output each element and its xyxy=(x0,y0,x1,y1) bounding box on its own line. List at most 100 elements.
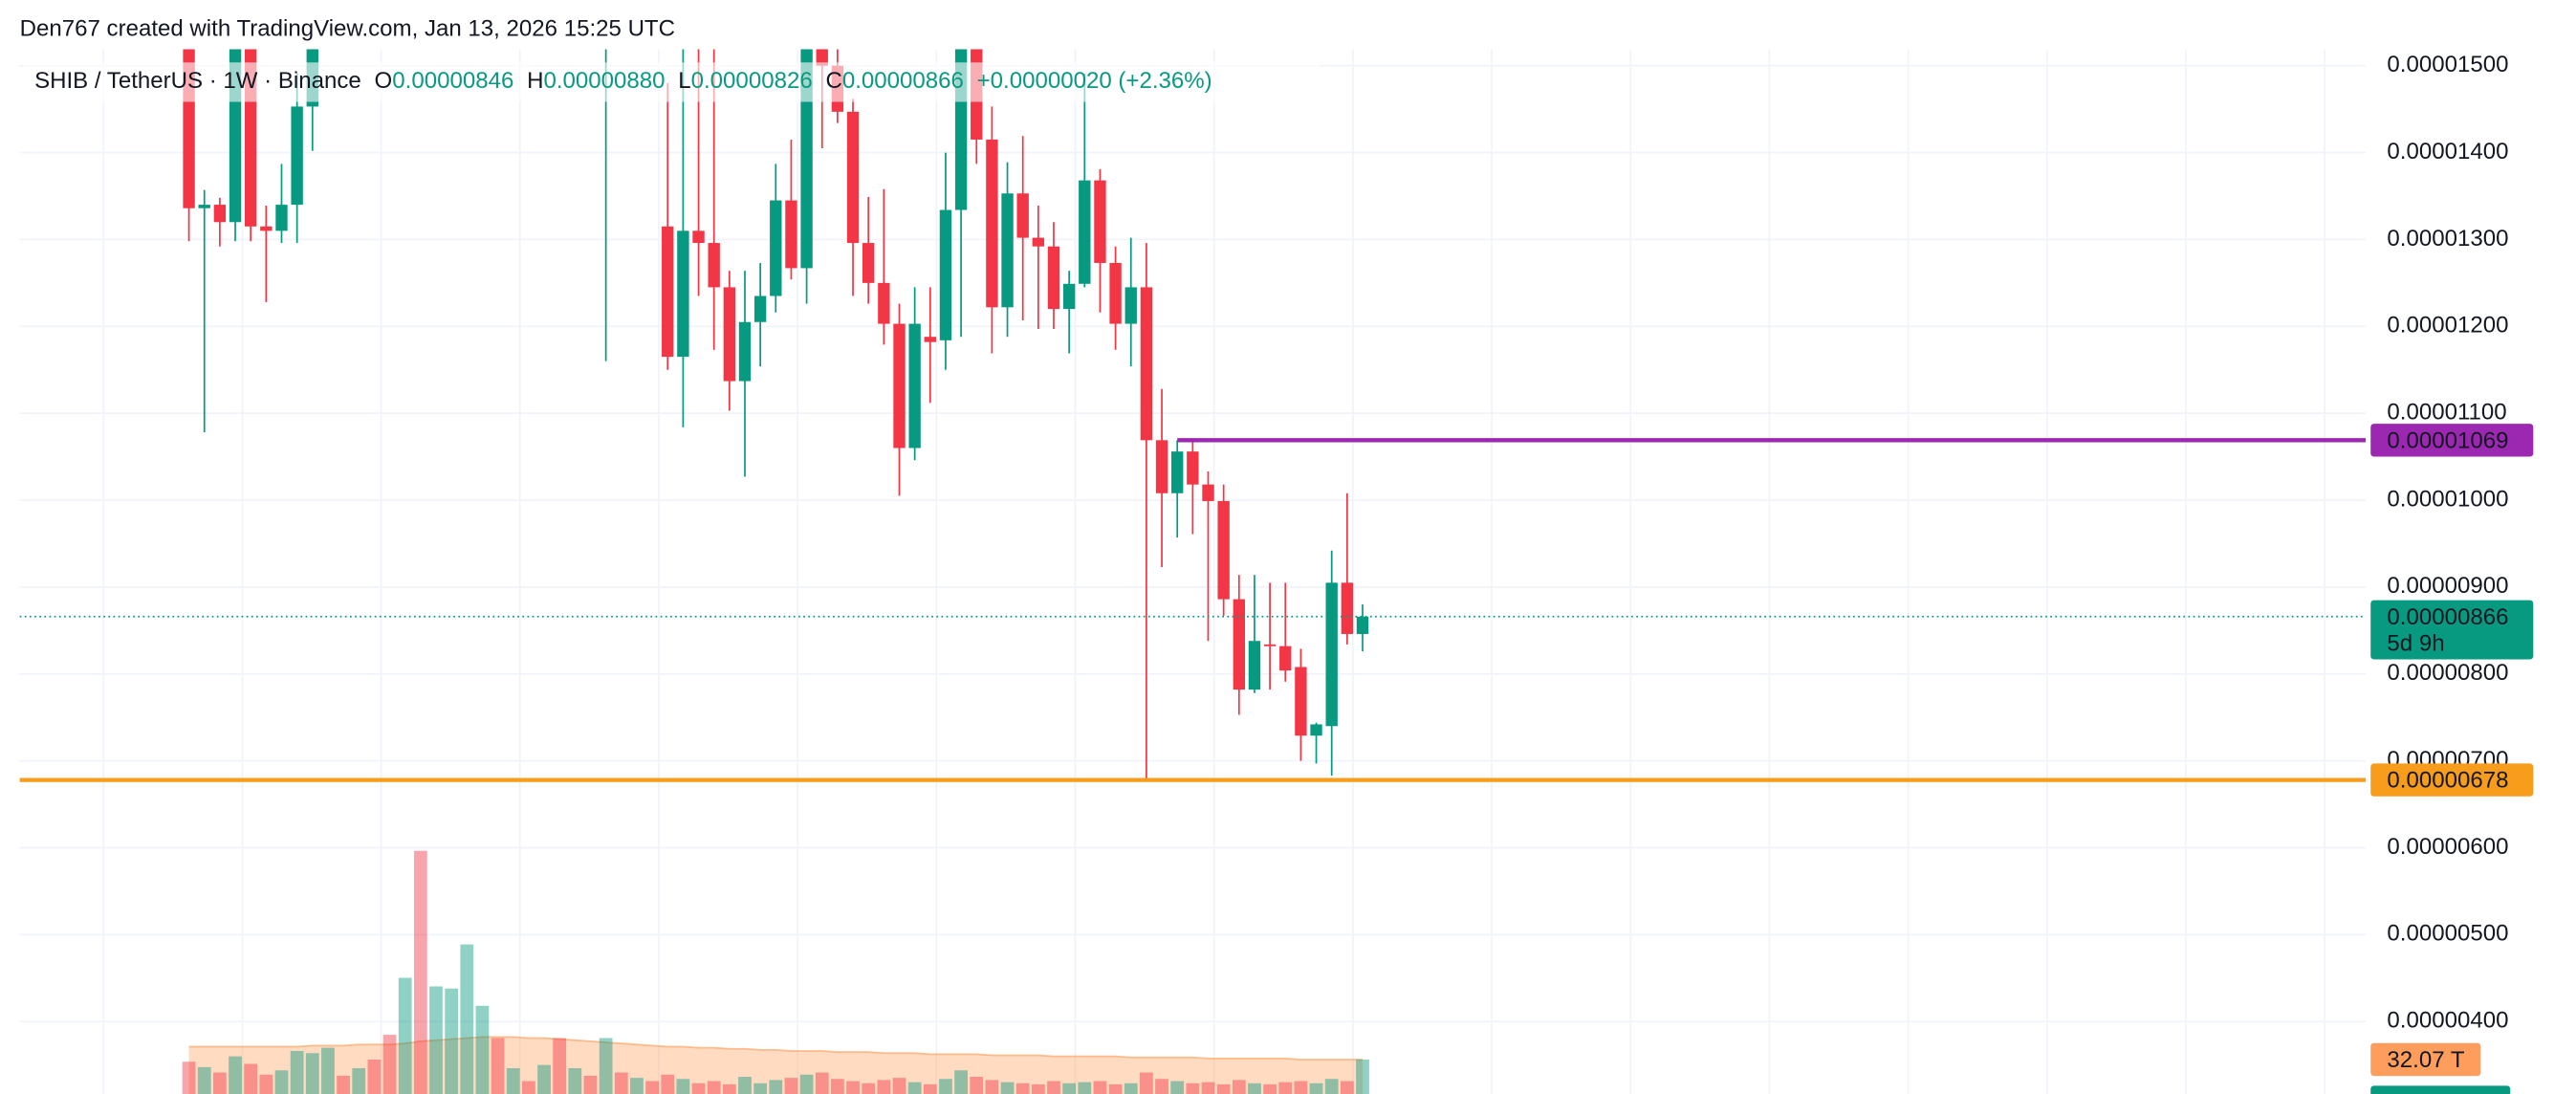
pane-badge xyxy=(2370,1085,2511,1094)
volume-bar xyxy=(753,1083,768,1094)
candle-body xyxy=(800,49,813,269)
change: +0.00000020 (+2.36%) xyxy=(977,68,1212,94)
candle-body xyxy=(1279,645,1292,671)
volume-bar xyxy=(305,1053,319,1094)
candle-body xyxy=(846,111,860,244)
volume-bar xyxy=(1170,1081,1185,1094)
candle-body xyxy=(1155,440,1168,493)
candle-body xyxy=(1202,484,1214,501)
legend: SHIB / TetherUS · 1W · Binance O0.0000084… xyxy=(34,68,1212,94)
volume-bar xyxy=(1186,1083,1200,1094)
o-label: O xyxy=(375,68,393,94)
h-label: H xyxy=(527,68,543,94)
candle-body xyxy=(1325,582,1338,727)
volume-bar xyxy=(1031,1083,1045,1094)
candle-body xyxy=(1094,180,1106,263)
volume-bar xyxy=(259,1074,273,1094)
volume-bar xyxy=(1232,1080,1246,1094)
volume-bar xyxy=(1278,1082,1293,1094)
candle-body xyxy=(816,49,828,66)
candle-body xyxy=(1079,180,1091,284)
level-label: 0.00000678 xyxy=(2387,768,2508,794)
volume-bar xyxy=(1356,1059,1369,1094)
candle-body xyxy=(198,205,210,208)
countdown: 5d 9h xyxy=(2387,630,2444,656)
c-value: 0.00000866 xyxy=(842,68,964,94)
volume-bar xyxy=(352,1067,366,1094)
candle-body xyxy=(1001,193,1014,308)
volume-bar xyxy=(413,850,427,1094)
candle-body xyxy=(862,243,875,283)
credit: Den767 created with TradingView.com, Jan… xyxy=(20,15,675,41)
overlay: 0.000004000.000005000.000006000.00000700… xyxy=(19,52,2534,1077)
grid xyxy=(19,49,2367,1094)
volume-bar xyxy=(382,1035,397,1094)
volume-bar xyxy=(213,1072,227,1094)
level-label: 0.00001069 xyxy=(2387,427,2508,453)
candle-body xyxy=(213,205,227,223)
y-tick-label: 0.00001000 xyxy=(2387,486,2508,512)
volume-bar xyxy=(367,1059,382,1094)
candle-body xyxy=(1124,287,1137,324)
candle-body xyxy=(275,205,288,231)
y-tick-label: 0.00001100 xyxy=(2387,400,2506,426)
y-tick-label: 0.00000500 xyxy=(2387,921,2508,947)
volume-bar xyxy=(738,1076,752,1094)
y-tick-label: 0.00000800 xyxy=(2387,660,2508,686)
volume-bar xyxy=(1093,1081,1107,1094)
volume-ma-line xyxy=(188,1036,1364,1061)
y-tick-label: 0.00000900 xyxy=(2387,573,2508,599)
volume-bar xyxy=(1248,1083,1261,1094)
volume-bar xyxy=(1263,1083,1277,1094)
volume-bar xyxy=(1309,1083,1323,1094)
volume-bar xyxy=(1294,1081,1308,1094)
volume-bar xyxy=(197,1066,211,1094)
legend-bg xyxy=(23,62,1321,102)
volume-bar xyxy=(321,1047,335,1094)
volume-bar xyxy=(337,1075,350,1094)
volume-bar xyxy=(537,1064,551,1094)
candle-body xyxy=(924,337,936,342)
candle-body xyxy=(1187,451,1199,485)
volume-bar xyxy=(1000,1082,1015,1094)
volume-bar xyxy=(722,1083,736,1094)
symbol: SHIB / TetherUS · 1W · Binance xyxy=(34,68,361,94)
volume-bar xyxy=(1062,1083,1077,1094)
candle-body xyxy=(1109,262,1122,324)
volume-label: 32.07 T xyxy=(2387,1047,2464,1073)
candle-body xyxy=(1295,667,1307,736)
volume-bar xyxy=(1216,1083,1231,1094)
volume-bar xyxy=(970,1076,984,1094)
volume-bar xyxy=(1140,1072,1153,1094)
volume-bar xyxy=(1124,1083,1138,1094)
candle-body xyxy=(738,321,752,382)
volume-bar xyxy=(445,988,459,1094)
price-pane xyxy=(183,49,1369,780)
volume-bar xyxy=(398,977,412,1094)
volume-bar xyxy=(1047,1081,1060,1094)
y-tick-label: 0.00000400 xyxy=(2387,1008,2508,1034)
volume-bar xyxy=(939,1079,952,1094)
volume-pane xyxy=(182,850,1369,1094)
volume-bar xyxy=(244,1063,258,1094)
volume-bar xyxy=(799,1074,814,1094)
candle-body xyxy=(723,287,736,382)
volume-bar xyxy=(568,1067,582,1094)
l-label: L xyxy=(678,68,690,94)
last-price-box xyxy=(2370,600,2534,660)
volume-bar xyxy=(274,1070,289,1094)
volume-bar xyxy=(784,1078,798,1094)
candle-body xyxy=(785,200,797,269)
volume-bar xyxy=(846,1081,860,1094)
candle-body xyxy=(1310,724,1322,736)
candle-body xyxy=(1047,246,1060,310)
candle-body xyxy=(1016,193,1029,238)
candle-body xyxy=(878,282,890,324)
volume-bar xyxy=(907,1082,922,1094)
volume-bar xyxy=(954,1070,968,1094)
candle-body xyxy=(291,106,303,206)
volume-bar xyxy=(182,1061,196,1094)
candle-body xyxy=(1217,500,1230,600)
